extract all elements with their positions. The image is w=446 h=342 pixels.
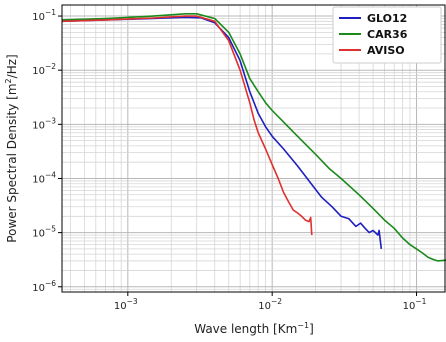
y-tick-label: 10−2 <box>32 62 56 77</box>
series-line-glo12 <box>61 16 383 249</box>
legend-label-car36: CAR36 <box>367 28 408 41</box>
y-tick-label: 10−6 <box>32 279 56 294</box>
plot-frame <box>61 4 446 293</box>
series-line-aviso <box>61 15 313 236</box>
y-tick-label: 10−5 <box>32 225 56 240</box>
y-axis-label: Power Spectral Density [m2/Hz] <box>4 54 19 242</box>
legend-label-aviso: AVISO <box>367 44 405 57</box>
legend: GLO12 CAR36 AVISO <box>332 6 442 64</box>
y-tick-label: 10−4 <box>32 170 56 185</box>
y-tick-label: 10−1 <box>32 8 56 23</box>
x-tick-label: 10−2 <box>258 297 282 312</box>
x-axis-label: Wave length [Km−1] <box>194 321 314 336</box>
x-tick-label: 10−3 <box>114 297 138 312</box>
legend-label-glo12: GLO12 <box>367 12 407 25</box>
series-lines <box>61 13 446 262</box>
grid-lines <box>62 5 446 293</box>
axis-ticks: 10−3 10−2 10−1 10−1 10−2 10−3 10−4 10−5 10−6 <box>32 8 426 312</box>
y-tick-label: 10−3 <box>32 116 56 131</box>
x-tick-label: 10−1 <box>403 297 427 312</box>
series-line-car36 <box>61 13 446 262</box>
